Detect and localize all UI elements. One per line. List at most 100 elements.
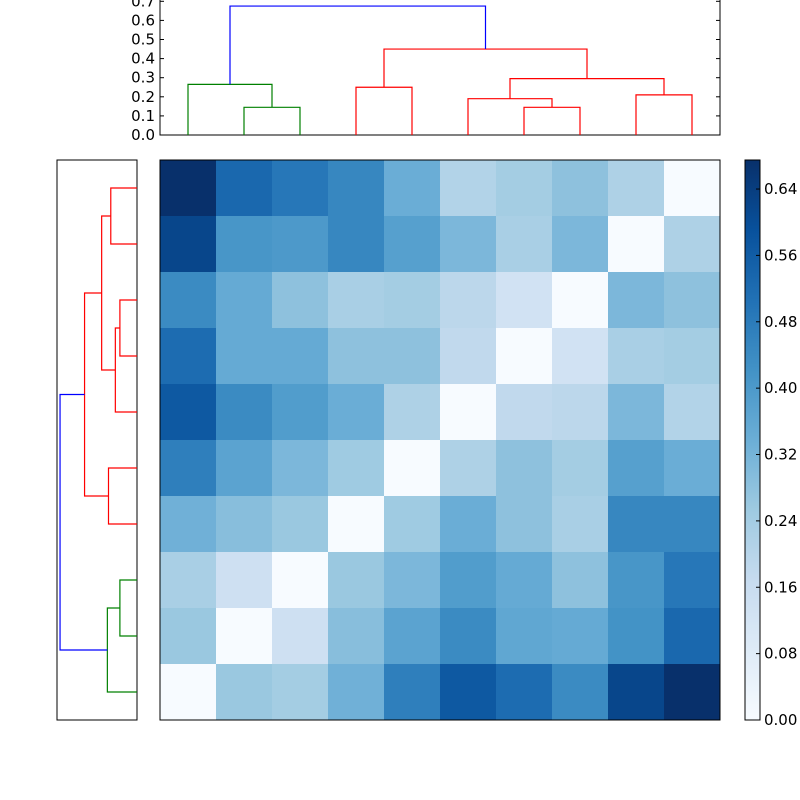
heatmap-cell (440, 496, 497, 553)
heatmap-cell (384, 384, 441, 441)
heatmap-cell (384, 608, 441, 665)
top-dendrogram-frame (159, 0, 721, 136)
heatmap-frame (159, 159, 721, 721)
top-ytick-label: 0.2 (131, 88, 155, 106)
heatmap-cell (552, 216, 609, 273)
heatmap-cell (328, 552, 385, 609)
heatmap-cell (216, 328, 273, 385)
heatmap-cell (216, 384, 273, 441)
heatmap-cell (384, 272, 441, 329)
top-ytick-label: 0.7 (131, 0, 155, 10)
heatmap-cell (664, 160, 721, 217)
heatmap-cell (160, 216, 217, 273)
heatmap-cell (216, 216, 273, 273)
top-ytick-label: 0.5 (131, 31, 155, 49)
heatmap-cell (496, 216, 553, 273)
heatmap-cell (496, 664, 553, 721)
top-ytick-label: 0.4 (131, 50, 155, 68)
colorbar-tick-label: 0.40 (764, 379, 797, 397)
heatmap-cell (384, 496, 441, 553)
heatmap-cell (160, 664, 217, 721)
heatmap-cell (496, 608, 553, 665)
heatmap-cell (216, 552, 273, 609)
heatmap-cell (496, 496, 553, 553)
heatmap-cell (496, 272, 553, 329)
heatmap-cell (272, 552, 329, 609)
heatmap-cell (664, 328, 721, 385)
heatmap-cell (608, 664, 665, 721)
colorbar (744, 159, 761, 721)
heatmap-cell (160, 328, 217, 385)
heatmap-cell (272, 664, 329, 721)
heatmap-cell (160, 552, 217, 609)
heatmap-cell (328, 160, 385, 217)
heatmap-cell (328, 272, 385, 329)
heatmap-cell (664, 496, 721, 553)
heatmap-cell (552, 496, 609, 553)
heatmap-cell (608, 608, 665, 665)
heatmap-cell (440, 160, 497, 217)
heatmap-cell (552, 272, 609, 329)
heatmap-cell (328, 496, 385, 553)
heatmap-cell (328, 664, 385, 721)
heatmap-cell (552, 664, 609, 721)
heatmap-cell (552, 384, 609, 441)
heatmap-cell (608, 328, 665, 385)
heatmap-cell (496, 440, 553, 497)
colorbar-tick-label: 0.64 (764, 180, 797, 198)
heatmap-cell (664, 552, 721, 609)
heatmap-cell (440, 440, 497, 497)
heatmap-cell (440, 664, 497, 721)
heatmap-cell (608, 440, 665, 497)
heatmap-cell (664, 272, 721, 329)
heatmap-cell (496, 160, 553, 217)
heatmap (159, 159, 721, 721)
heatmap-cell (384, 552, 441, 609)
heatmap-cell (496, 384, 553, 441)
heatmap-cell (328, 608, 385, 665)
top-ytick-label: 0.0 (131, 126, 155, 144)
colorbar-tick-label: 0.48 (764, 313, 797, 331)
heatmap-cell (160, 160, 217, 217)
colorbar-tick-label: 0.16 (764, 578, 797, 596)
heatmap-cell (608, 552, 665, 609)
heatmap-cell (160, 496, 217, 553)
heatmap-cell (608, 160, 665, 217)
heatmap-cell (384, 216, 441, 273)
heatmap-cell (272, 216, 329, 273)
colorbar-gradient (744, 159, 761, 721)
colorbar-tick-label: 0.08 (764, 645, 797, 663)
heatmap-cell (664, 440, 721, 497)
heatmap-cell (216, 664, 273, 721)
heatmap-cell (664, 384, 721, 441)
heatmap-cell (216, 272, 273, 329)
heatmap-cell (552, 160, 609, 217)
heatmap-cell (608, 272, 665, 329)
heatmap-cell (440, 328, 497, 385)
heatmap-cell (608, 216, 665, 273)
heatmap-cell (552, 328, 609, 385)
heatmap-cell (384, 440, 441, 497)
heatmap-cell (440, 552, 497, 609)
left-dendrogram-link (59, 393, 108, 651)
heatmap-cell (160, 384, 217, 441)
heatmap-cell (496, 552, 553, 609)
heatmap-cell (328, 440, 385, 497)
colorbar-tick-label: 0.24 (764, 512, 797, 530)
heatmap-cell (664, 664, 721, 721)
heatmap-cell (440, 384, 497, 441)
left-dendrogram (56, 159, 138, 721)
heatmap-cell (272, 328, 329, 385)
colorbar-tick-label: 0.00 (764, 711, 797, 729)
colorbar-tick-label: 0.56 (764, 246, 797, 264)
heatmap-cell (216, 496, 273, 553)
heatmap-cell (608, 384, 665, 441)
heatmap-cell (552, 440, 609, 497)
heatmap-cell (664, 608, 721, 665)
heatmap-cell (272, 440, 329, 497)
top-ytick-label: 0.3 (131, 69, 155, 87)
heatmap-cell (440, 216, 497, 273)
heatmap-cell (496, 328, 553, 385)
heatmap-cell (272, 272, 329, 329)
heatmap-cell (160, 440, 217, 497)
